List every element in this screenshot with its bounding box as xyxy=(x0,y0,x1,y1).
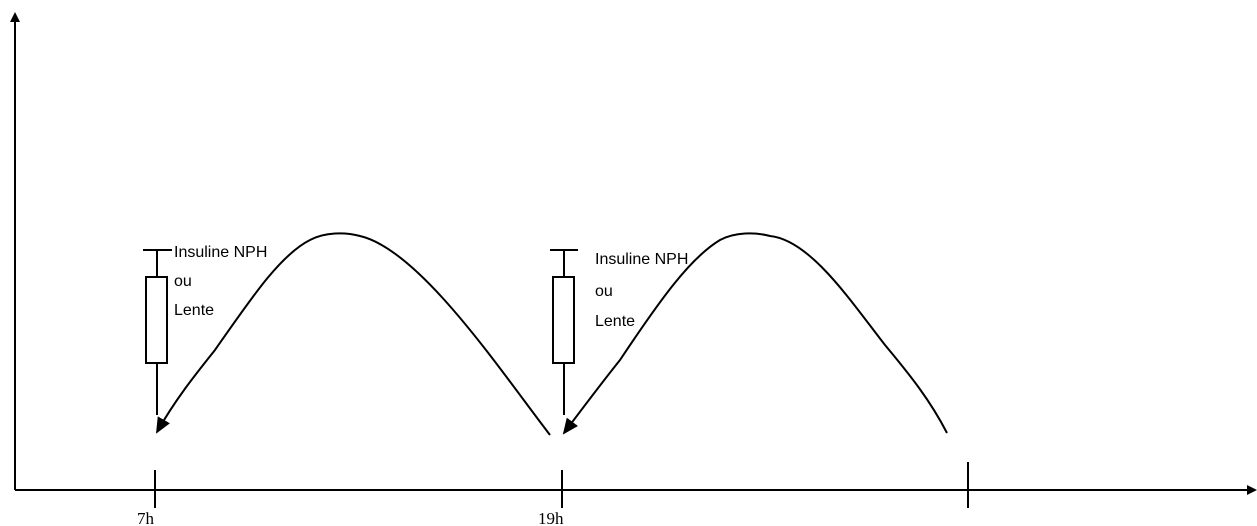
injection-label: ou xyxy=(595,283,613,300)
injection-label: Insuline NPH xyxy=(174,244,267,261)
syringe xyxy=(550,249,578,415)
injection-label: ou xyxy=(174,273,192,290)
syringe xyxy=(143,249,172,415)
insulin-curve xyxy=(562,232,948,435)
injection-label: Lente xyxy=(174,302,214,319)
injection-label: Insuline NPH xyxy=(595,251,688,268)
time-label: 7h xyxy=(137,509,155,526)
time-label: 19h xyxy=(538,509,564,526)
insulin-curve xyxy=(156,232,551,436)
injection-label: Lente xyxy=(595,313,635,330)
